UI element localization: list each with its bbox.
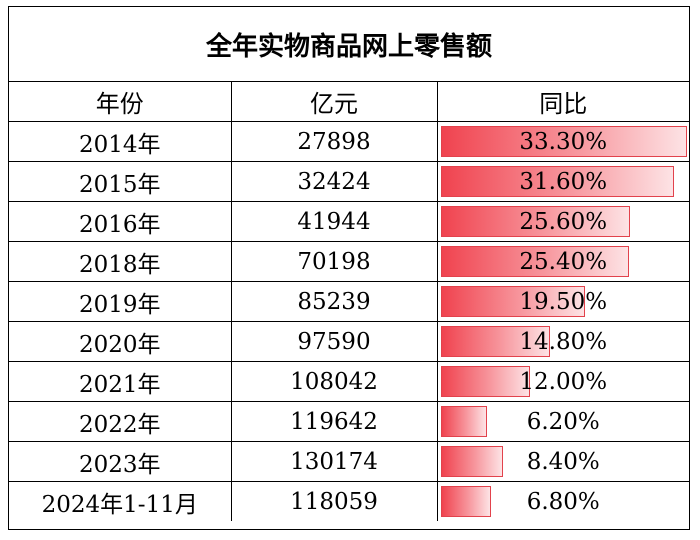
yoy-percent: 14.80% — [519, 328, 608, 355]
cell-year: 2023年 — [9, 441, 232, 482]
cell-year: 2015年 — [9, 161, 232, 202]
yoy-percent: 6.80% — [526, 488, 600, 515]
table-row: 2015年 32424 31.60% — [9, 161, 689, 202]
cell-value: 85239 — [230, 281, 438, 322]
cell-year: 2020年 — [9, 321, 232, 362]
table-row: 2021年 108042 12.00% — [9, 361, 689, 402]
table-row: 2023年 130174 8.40% — [9, 441, 689, 482]
data-bar — [440, 286, 585, 317]
data-table: 年份 亿元 同比 2014年 27898 33.30% 2015年 32424 31.60… — [9, 82, 689, 521]
table-row: 2019年 85239 19.50% — [9, 281, 689, 322]
cell-year: 2021年 — [9, 361, 232, 402]
yoy-percent: 31.60% — [519, 168, 608, 195]
cell-year: 2018年 — [9, 241, 232, 282]
cell-value: 41944 — [230, 201, 438, 242]
table-row: 2020年 97590 14.80% — [9, 321, 689, 362]
cell-year: 2019年 — [9, 281, 232, 322]
cell-yoy: 6.80% — [436, 481, 689, 521]
table-title: 全年实物商品网上零售额 — [9, 7, 689, 82]
table-row: 2022年 119642 6.20% — [9, 401, 689, 442]
data-bar — [440, 126, 687, 157]
header-yoy: 同比 — [436, 82, 689, 122]
cell-value: 32424 — [230, 161, 438, 202]
data-bar — [440, 486, 491, 517]
cell-yoy: 25.40% — [436, 241, 689, 282]
data-bar — [440, 166, 674, 197]
header-value: 亿元 — [230, 82, 438, 122]
cell-yoy: 6.20% — [436, 401, 689, 442]
data-bar — [440, 446, 503, 477]
header-row: 年份 亿元 同比 — [9, 82, 689, 122]
yoy-percent: 33.30% — [519, 128, 608, 155]
cell-value: 119642 — [230, 401, 438, 442]
yoy-percent: 6.20% — [526, 408, 600, 435]
table-row: 2018年 70198 25.40% — [9, 241, 689, 282]
yoy-percent: 8.40% — [526, 448, 600, 475]
cell-value: 70198 — [230, 241, 438, 282]
data-bar — [440, 326, 550, 357]
header-year: 年份 — [9, 82, 232, 122]
cell-year: 2016年 — [9, 201, 232, 242]
yoy-percent: 25.40% — [519, 248, 608, 275]
data-bar — [440, 366, 530, 397]
cell-yoy: 25.60% — [436, 201, 689, 242]
cell-yoy: 31.60% — [436, 161, 689, 202]
table-row: 2014年 27898 33.30% — [9, 121, 689, 162]
yoy-percent: 25.60% — [519, 208, 608, 235]
cell-yoy: 12.00% — [436, 361, 689, 402]
cell-value: 130174 — [230, 441, 438, 482]
cell-year: 2022年 — [9, 401, 232, 442]
cell-yoy: 14.80% — [436, 321, 689, 362]
data-bar — [440, 246, 629, 277]
data-bar — [440, 206, 630, 237]
retail-table: 全年实物商品网上零售额 年份 亿元 同比 2014年 27898 33.30% 201… — [8, 6, 690, 530]
table-row: 2016年 41944 25.60% — [9, 201, 689, 242]
cell-yoy: 33.30% — [436, 121, 689, 162]
cell-value: 97590 — [230, 321, 438, 362]
cell-value: 118059 — [230, 481, 438, 521]
data-bar — [440, 406, 487, 437]
table-row: 2024年1-11月 118059 6.80% — [9, 481, 689, 521]
yoy-percent: 19.50% — [519, 288, 608, 315]
cell-year: 2014年 — [9, 121, 232, 162]
cell-yoy: 19.50% — [436, 281, 689, 322]
cell-year: 2024年1-11月 — [9, 481, 232, 521]
cell-yoy: 8.40% — [436, 441, 689, 482]
yoy-percent: 12.00% — [519, 368, 608, 395]
cell-value: 108042 — [230, 361, 438, 402]
cell-value: 27898 — [230, 121, 438, 162]
